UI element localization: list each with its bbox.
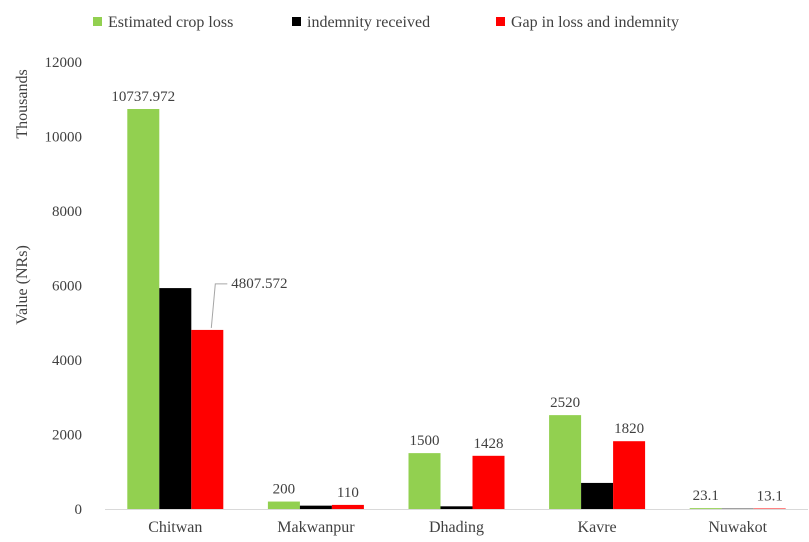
y-tick-label: 0	[75, 502, 83, 518]
bar	[689, 508, 722, 509]
data-label: 13.1	[757, 489, 783, 505]
y-axis-unit: Thousands	[14, 69, 31, 138]
data-label: 110	[337, 485, 359, 501]
x-category-label: Chitwan	[148, 519, 202, 536]
data-labels: 10737.972 4807.572 200 110 1500 1428 2520 1820 2…	[111, 89, 782, 505]
bar	[721, 508, 754, 510]
y-tick-label: 2000	[52, 428, 82, 444]
data-label: 10737.972	[111, 89, 175, 105]
y-tick-label: 12000	[45, 55, 83, 71]
y-axis-ticks: 0 2000 4000 6000 8000 10000 12000	[45, 55, 83, 518]
data-label: 1428	[474, 436, 504, 452]
bar	[267, 501, 300, 509]
bar	[299, 505, 332, 509]
legend-label: Gap in loss and indemnity	[511, 14, 679, 31]
y-tick-label: 8000	[52, 204, 82, 220]
legend-label: indemnity received	[307, 14, 430, 31]
bar	[127, 109, 160, 509]
legend-swatch	[292, 17, 301, 26]
y-tick-label: 4000	[52, 353, 82, 369]
data-label: 4807.572	[231, 276, 287, 292]
bar	[331, 504, 364, 509]
bar	[613, 441, 646, 509]
label-leader-line	[210, 283, 228, 328]
y-tick-label: 10000	[45, 130, 83, 146]
bar	[549, 415, 582, 509]
bar	[159, 288, 192, 509]
data-label: 23.1	[693, 488, 719, 504]
x-category-label: Nuwakot	[708, 519, 767, 536]
bar	[440, 506, 473, 509]
bar	[753, 508, 786, 510]
data-label: 200	[273, 482, 296, 498]
legend: Estimated crop loss indemnity received Gap…	[93, 14, 679, 31]
x-axis-categories: Chitwan Makwanpur Dhading Kavre Nuwakot	[148, 519, 767, 536]
bar	[191, 329, 224, 509]
data-label: 2520	[550, 395, 580, 411]
x-category-label: Makwanpur	[277, 519, 355, 536]
y-axis-title: Value (NRs)	[14, 245, 31, 325]
bars	[127, 109, 786, 510]
x-category-label: Kavre	[578, 519, 617, 536]
x-category-label: Dhading	[429, 519, 484, 536]
bar	[472, 455, 505, 509]
legend-swatch	[93, 17, 102, 26]
legend-label: Estimated crop loss	[108, 14, 233, 31]
bar	[581, 482, 614, 509]
legend-swatch	[496, 17, 505, 26]
y-tick-label: 6000	[52, 279, 82, 295]
data-label: 1500	[410, 433, 440, 449]
data-label: 1820	[614, 421, 644, 437]
bar	[408, 453, 441, 509]
